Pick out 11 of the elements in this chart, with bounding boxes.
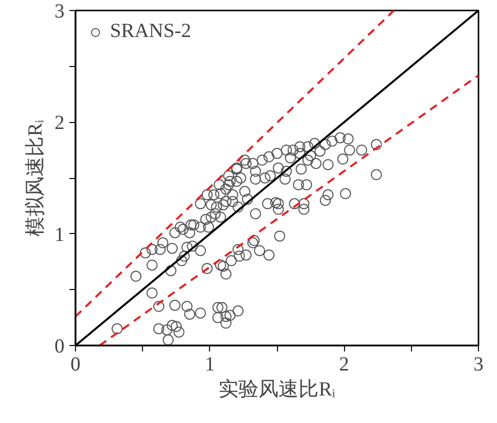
x-tick-label: 0 xyxy=(70,354,80,376)
legend-label: SRANS-2 xyxy=(110,20,192,43)
y-tick-label: 2 xyxy=(54,112,64,134)
x-axis-title: 实验风速比Rᵢ xyxy=(218,378,336,400)
y-axis-title: 模拟风速比Rᵢ xyxy=(24,118,46,236)
x-tick-label: 2 xyxy=(339,354,350,376)
y-tick-label: 1 xyxy=(54,224,64,246)
x-tick-label: 3 xyxy=(474,354,484,376)
y-tick-label: 3 xyxy=(54,0,64,22)
x-tick-label: 1 xyxy=(204,354,215,376)
y-tick-label: 0 xyxy=(54,336,64,358)
